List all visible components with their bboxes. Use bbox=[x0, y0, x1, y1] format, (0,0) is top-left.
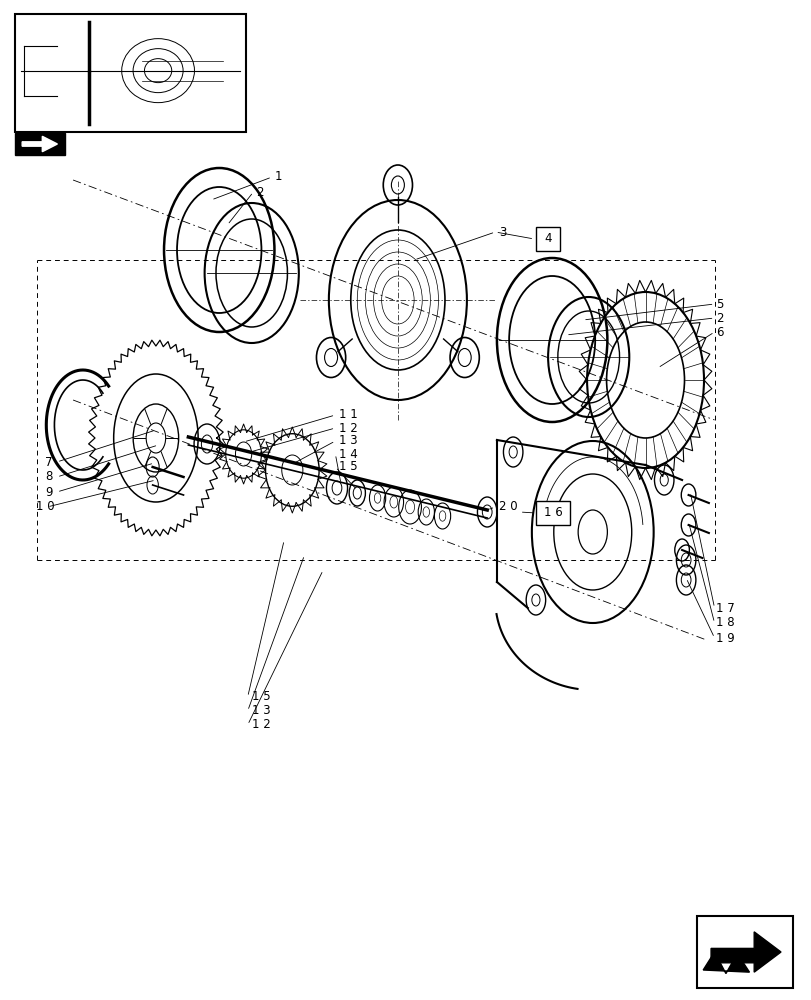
Text: 1 5: 1 5 bbox=[339, 460, 358, 474]
Text: 1 9: 1 9 bbox=[715, 632, 734, 645]
Text: 2: 2 bbox=[256, 186, 264, 198]
Text: 8: 8 bbox=[45, 471, 53, 484]
Text: 1 6: 1 6 bbox=[543, 506, 562, 520]
Text: 1 5: 1 5 bbox=[251, 690, 270, 704]
Text: 4: 4 bbox=[543, 232, 551, 245]
Bar bbox=[535, 227, 560, 251]
Text: 1 2: 1 2 bbox=[251, 718, 270, 732]
Text: 1: 1 bbox=[274, 170, 281, 184]
Text: 1 0: 1 0 bbox=[36, 500, 54, 514]
Text: 2 0: 2 0 bbox=[499, 500, 517, 514]
Bar bbox=[15, 14, 246, 132]
Polygon shape bbox=[702, 952, 749, 974]
Text: 3: 3 bbox=[499, 226, 506, 238]
Text: 1 3: 1 3 bbox=[251, 704, 270, 718]
Bar bbox=[535, 501, 569, 525]
Text: 1 8: 1 8 bbox=[715, 616, 734, 630]
Text: 2: 2 bbox=[715, 312, 723, 324]
Text: 1 1: 1 1 bbox=[339, 408, 358, 422]
Text: 5: 5 bbox=[715, 298, 723, 310]
Text: 1 4: 1 4 bbox=[339, 448, 358, 460]
Bar bbox=[696, 916, 792, 988]
Polygon shape bbox=[710, 932, 780, 972]
Text: 1 7: 1 7 bbox=[715, 601, 734, 614]
Text: 1 2: 1 2 bbox=[339, 422, 358, 434]
Text: 9: 9 bbox=[45, 486, 53, 498]
Polygon shape bbox=[22, 136, 58, 152]
Bar bbox=[15, 133, 65, 155]
Text: 6: 6 bbox=[715, 326, 723, 338]
Text: 7: 7 bbox=[45, 456, 53, 468]
Text: 1 3: 1 3 bbox=[339, 434, 358, 448]
